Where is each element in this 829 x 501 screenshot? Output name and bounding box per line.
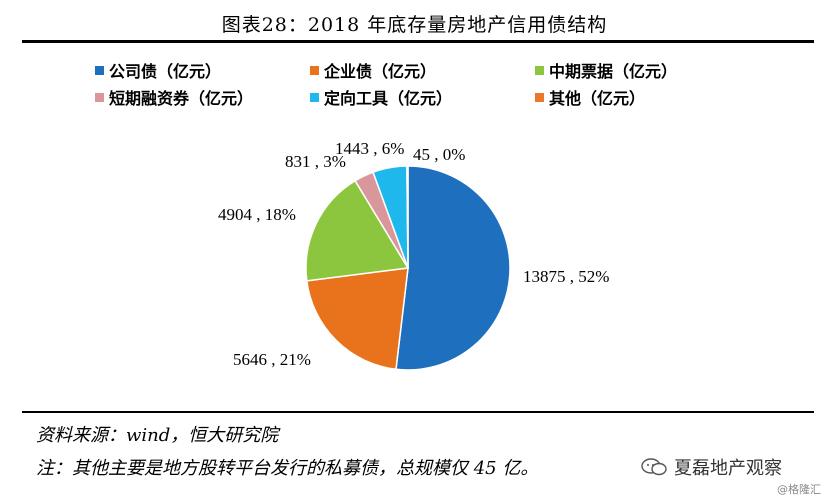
chart-title: 图表28：2018 年底存量房地产信用债结构 [221,14,608,36]
legend-label-5: 其他（亿元） [549,89,646,108]
legend-label-4: 定向工具（亿元） [324,89,453,108]
data-label-4: 1443 , 6% [335,139,404,158]
legend-label-2: 中期票据（亿元） [549,62,678,81]
legend-swatch-4 [310,92,319,102]
source-tag: @格隆汇 [777,483,821,496]
legend-swatch-2 [535,65,544,75]
data-label-3: 831 , 3% [285,152,346,171]
pie-slice-2 [305,179,410,282]
watermark-text: 夏磊地产观察 [674,458,782,479]
data-label-0: 13875 , 52% [523,267,609,286]
legend-item-4: 定向工具（亿元） [310,85,535,109]
top-divider [22,40,814,43]
legend-label-3: 短期融资券（亿元） [109,89,254,108]
legend-item-2: 中期票据（亿元） [535,58,765,82]
legend-swatch-3 [95,92,104,102]
footnote: 注：其他主要是地方股转平台发行的私募债，总规模仅 45 亿。 [36,458,539,479]
legend: 公司债（亿元） 企业债（亿元） 中期票据（亿元） 短期融资券（亿元） 定向工具（… [95,58,795,109]
pie-slice-0 [395,165,511,371]
wechat-icon [641,458,667,476]
legend-item-5: 其他（亿元） [535,85,765,109]
watermark: 夏磊地产观察 [640,454,782,480]
data-label-1: 5646 , 21% [233,350,311,369]
legend-label-0: 公司债（亿元） [109,62,222,81]
legend-item-3: 短期融资券（亿元） [95,85,310,109]
pie-slice-5 [406,165,409,269]
data-label-2: 4904 , 18% [218,205,296,224]
legend-item-0: 公司债（亿元） [95,58,310,82]
pie-slice-1 [305,267,409,371]
source-note: 资料来源：wind，恒大研究院 [36,425,279,446]
data-label-5: 45 , 0% [413,145,465,164]
legend-swatch-0 [95,65,104,75]
legend-item-1: 企业债（亿元） [310,58,535,82]
legend-swatch-1 [310,65,319,75]
legend-label-1: 企业债（亿元） [324,62,437,81]
legend-swatch-5 [535,92,544,102]
bottom-divider [22,411,814,413]
